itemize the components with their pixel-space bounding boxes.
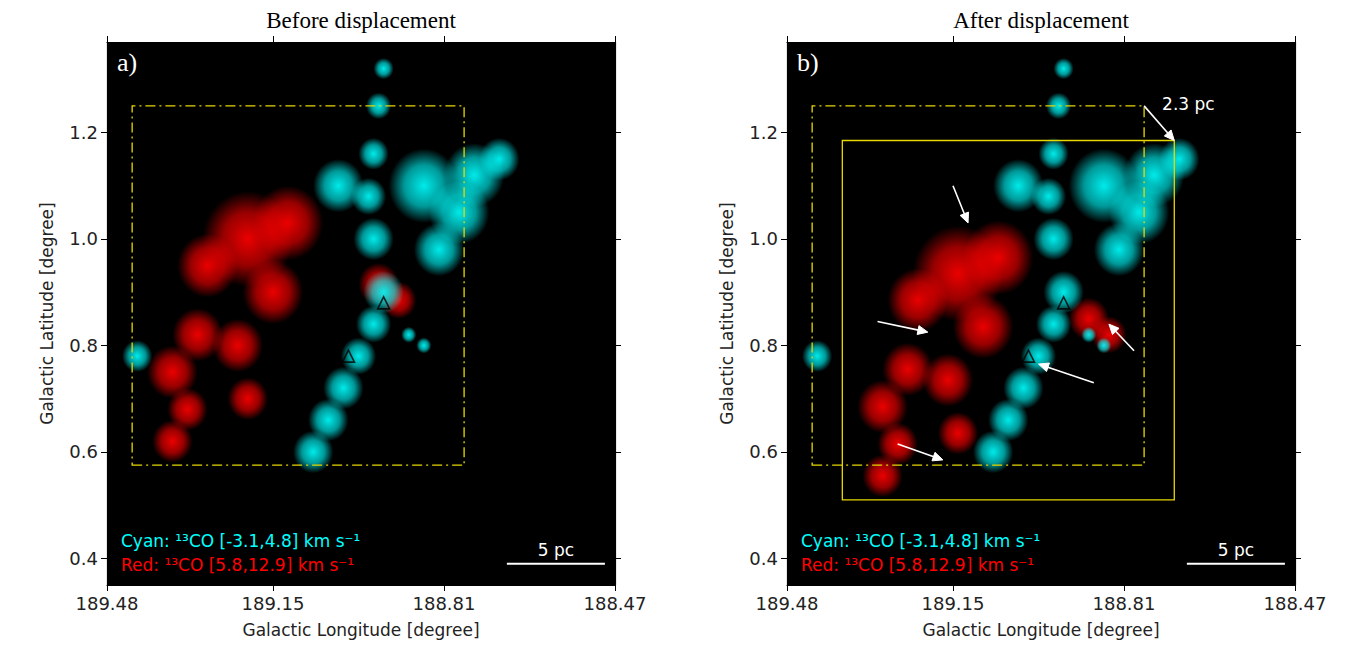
svg-text:188.47: 188.47 [1264,593,1327,614]
svg-text:Red: ¹³CO [5.8,12.9] km s⁻¹: Red: ¹³CO [5.8,12.9] km s⁻¹ [121,555,354,575]
svg-text:0.6: 0.6 [749,441,778,462]
svg-text:5 pc: 5 pc [1218,540,1254,560]
svg-text:188.47: 188.47 [584,593,647,614]
svg-text:1.0: 1.0 [749,228,778,249]
svg-text:0.8: 0.8 [749,335,778,356]
svg-text:Cyan: ¹³CO [-3.1,4.8] km s⁻¹: Cyan: ¹³CO [-3.1,4.8] km s⁻¹ [121,531,360,551]
svg-text:1.0: 1.0 [69,228,98,249]
svg-text:189.48: 189.48 [76,593,139,614]
svg-text:189.15: 189.15 [921,593,984,614]
svg-text:0.6: 0.6 [69,441,98,462]
svg-text:1.2: 1.2 [749,122,778,143]
svg-text:0.8: 0.8 [69,335,98,356]
svg-text:Red: ¹³CO [5.8,12.9] km s⁻¹: Red: ¹³CO [5.8,12.9] km s⁻¹ [801,555,1034,575]
svg-text:Galactic Latitude [degree]: Galactic Latitude [degree] [37,202,57,424]
svg-text:0.4: 0.4 [749,548,778,569]
svg-text:Galactic Longitude [degree]: Galactic Longitude [degree] [242,620,479,640]
svg-text:Galactic Latitude [degree]: Galactic Latitude [degree] [717,202,737,424]
svg-text:After displacement: After displacement [953,8,1129,33]
svg-text:188.81: 188.81 [1092,593,1155,614]
svg-text:b): b) [797,48,819,77]
svg-text:189.15: 189.15 [241,593,304,614]
svg-text:Before displacement: Before displacement [266,8,456,33]
svg-text:188.81: 188.81 [412,593,475,614]
svg-text:1.2: 1.2 [69,122,98,143]
svg-text:0.4: 0.4 [69,548,98,569]
svg-text:2.3 pc: 2.3 pc [1162,94,1215,114]
svg-text:Cyan: ¹³CO [-3.1,4.8] km s⁻¹: Cyan: ¹³CO [-3.1,4.8] km s⁻¹ [801,531,1040,551]
svg-text:a): a) [117,48,137,77]
svg-text:5 pc: 5 pc [538,540,574,560]
svg-text:189.48: 189.48 [756,593,819,614]
svg-text:Galactic Longitude [degree]: Galactic Longitude [degree] [922,620,1159,640]
